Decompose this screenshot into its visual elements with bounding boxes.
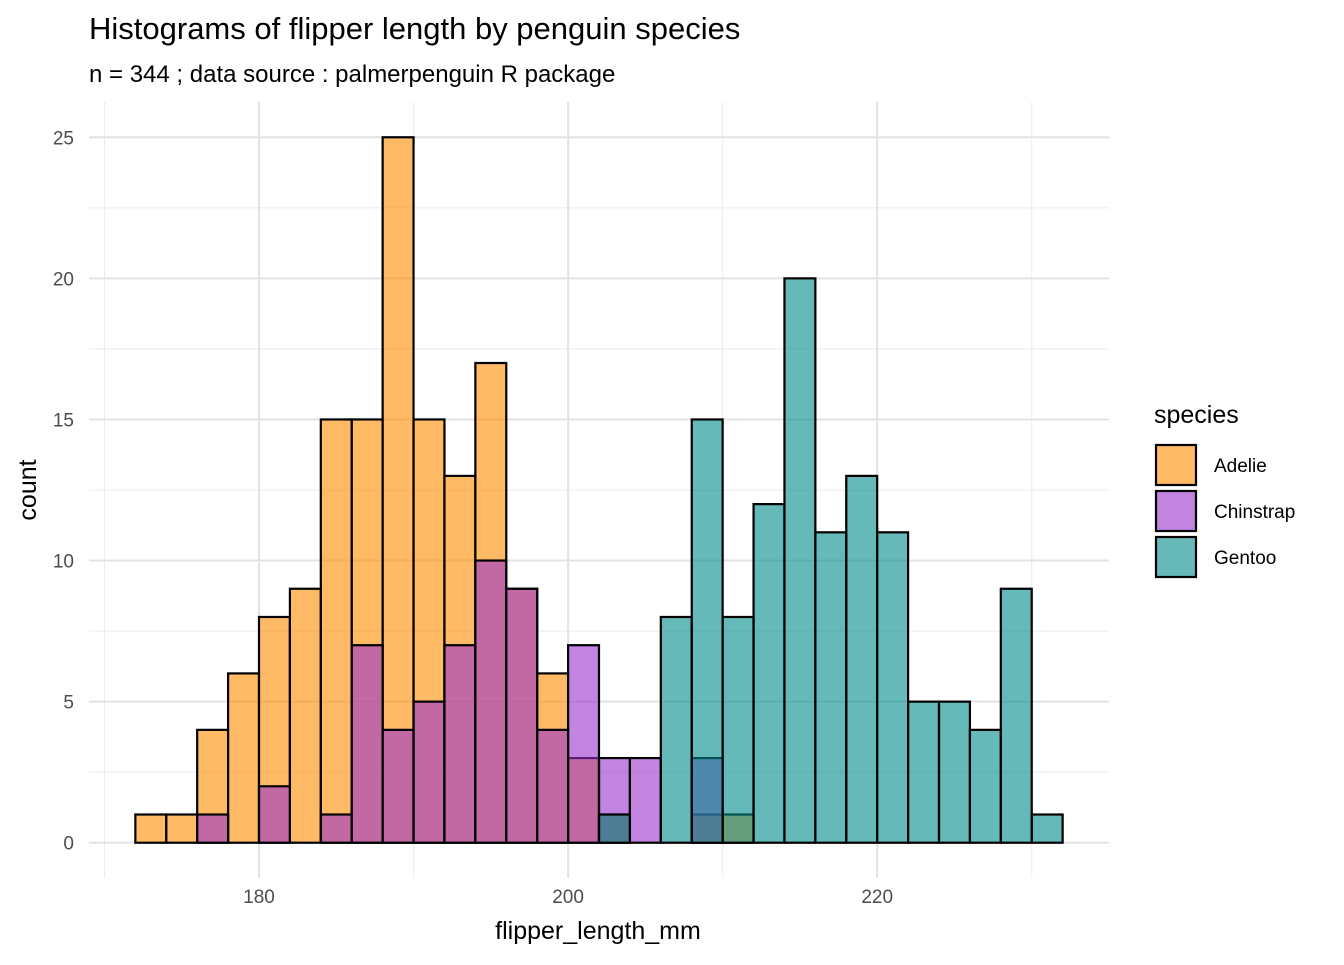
- y-tick-label: 10: [53, 552, 74, 573]
- bar-chinstrap: [505, 587, 539, 844]
- bar-adelie: [134, 813, 168, 844]
- bar-chinstrap: [381, 728, 415, 844]
- bar-gentoo: [721, 615, 755, 844]
- y-tick-label: 0: [63, 834, 74, 855]
- x-tick-label: 200: [552, 887, 584, 908]
- bar-chinstrap: [566, 644, 601, 844]
- y-tick-label: 5: [63, 693, 74, 714]
- y-tick-label: 20: [53, 269, 74, 290]
- legend: species Adelie Chinstrap Gentoo: [1154, 401, 1295, 579]
- legend-label-chinstrap: Chinstrap: [1214, 502, 1295, 523]
- bar-gentoo: [968, 728, 1002, 844]
- x-tick-label: 220: [861, 887, 893, 908]
- legend-label-adelie: Adelie: [1214, 456, 1267, 477]
- bar-gentoo: [845, 474, 879, 844]
- y-tick-label: 15: [53, 410, 74, 431]
- bar-gentoo: [937, 700, 972, 844]
- bar-chinstrap: [443, 644, 477, 844]
- bar-gentoo: [1030, 813, 1064, 844]
- y-tick-label: 25: [53, 128, 74, 149]
- bar-adelie: [165, 813, 199, 844]
- histogram-bars: [134, 136, 1064, 844]
- bar-chinstrap: [319, 813, 353, 844]
- y-axis-title: count: [14, 459, 42, 520]
- axis-ticks: 0 5 10 15 20 25 180 200 220: [53, 128, 893, 908]
- legend-swatch-chinstrap: [1154, 489, 1198, 533]
- series-chinstrap: [196, 559, 724, 844]
- bar-gentoo: [999, 587, 1033, 844]
- bar-gentoo: [876, 531, 910, 844]
- bar-gentoo: [783, 277, 817, 844]
- bar-adelie: [288, 587, 322, 844]
- legend-swatch-adelie: [1154, 443, 1198, 487]
- bar-gentoo: [814, 531, 848, 844]
- bar-gentoo: [752, 503, 786, 844]
- legend-label-gentoo: Gentoo: [1214, 548, 1276, 569]
- chart-subtitle: n = 344 ; data source : palmerpenguin R …: [89, 61, 615, 88]
- x-axis-title: flipper_length_mm: [495, 917, 701, 945]
- bar-gentoo: [690, 418, 724, 844]
- bar-chinstrap: [536, 728, 570, 844]
- bar-chinstrap: [474, 559, 508, 844]
- chart-title: Histograms of flipper length by penguin …: [89, 11, 740, 46]
- legend-swatch-gentoo: [1154, 535, 1198, 579]
- bar-chinstrap: [350, 644, 384, 844]
- bar-adelie: [226, 672, 261, 844]
- bar-chinstrap: [257, 785, 292, 844]
- bar-gentoo: [906, 700, 941, 844]
- x-tick-label: 180: [243, 887, 275, 908]
- bar-adelie: [319, 418, 353, 844]
- bar-chinstrap: [412, 700, 446, 844]
- bar-chinstrap: [196, 813, 230, 844]
- series-gentoo: [597, 277, 1064, 844]
- legend-title: species: [1154, 401, 1239, 429]
- bar-gentoo: [659, 615, 693, 844]
- bar-gentoo: [597, 813, 632, 844]
- bar-chinstrap: [628, 756, 662, 844]
